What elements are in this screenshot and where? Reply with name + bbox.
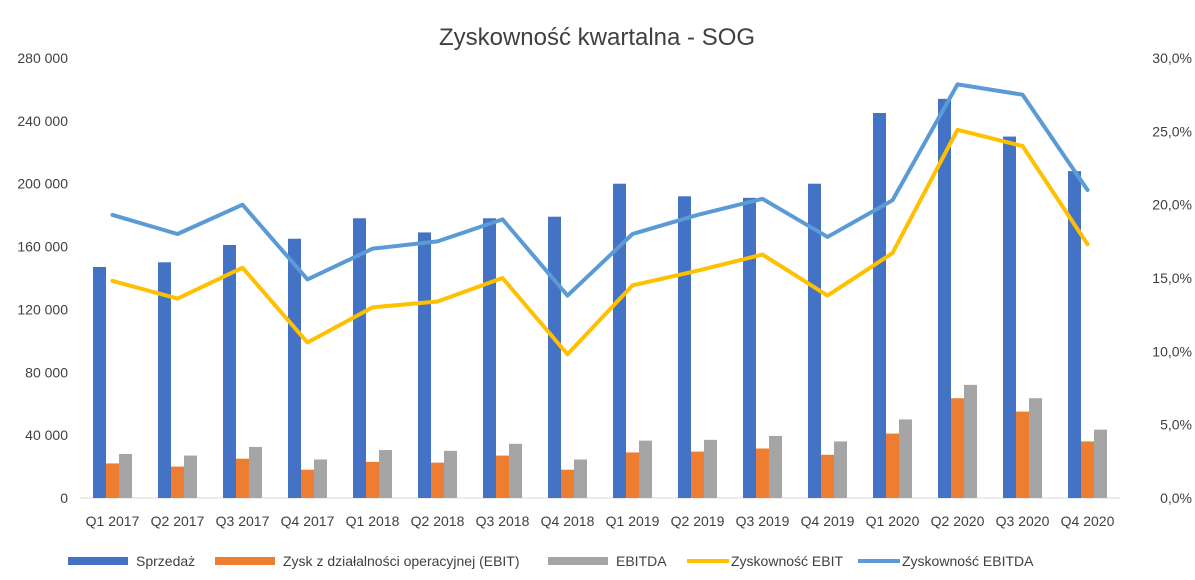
legend-label: Sprzedaż bbox=[136, 553, 195, 569]
legend-swatch bbox=[548, 557, 608, 565]
x-tick-label: Q2 2019 bbox=[671, 513, 725, 529]
x-tick-label: Q3 2017 bbox=[216, 513, 270, 529]
y-tick-label: 120 000 bbox=[17, 301, 68, 317]
bar bbox=[366, 461, 379, 498]
y-tick-label: 0 bbox=[60, 490, 68, 506]
y-tick-label: 200 000 bbox=[17, 176, 68, 192]
chart-title: Zyskowność kwartalna - SOG bbox=[439, 24, 755, 51]
bar bbox=[1094, 429, 1107, 498]
y-axis-left: 0 40 000 80 000 120 000 160 000 200 000 240 00… bbox=[17, 50, 68, 506]
x-tick-label: Q3 2019 bbox=[736, 513, 790, 529]
bar bbox=[496, 455, 509, 498]
bar bbox=[184, 455, 197, 498]
y-tick-label: 40 000 bbox=[25, 427, 68, 443]
bar bbox=[236, 458, 249, 498]
bar bbox=[1081, 441, 1094, 498]
y2-tick-label: 5,0% bbox=[1160, 417, 1192, 433]
x-tick-label: Q1 2017 bbox=[86, 513, 140, 529]
bar bbox=[639, 440, 652, 498]
bar bbox=[483, 218, 496, 499]
x-tick-label: Q1 2020 bbox=[866, 513, 920, 529]
bar bbox=[223, 245, 236, 498]
legend-label: EBITDA bbox=[616, 553, 667, 569]
y-tick-label: 240 000 bbox=[17, 113, 68, 129]
bar bbox=[886, 433, 899, 498]
bar bbox=[93, 267, 106, 498]
bar bbox=[769, 435, 782, 498]
bar bbox=[743, 197, 756, 498]
bar bbox=[1068, 171, 1081, 498]
bar bbox=[626, 452, 639, 498]
x-tick-label: Q1 2018 bbox=[346, 513, 400, 529]
bar bbox=[613, 183, 626, 498]
bar bbox=[561, 469, 574, 498]
bar bbox=[301, 469, 314, 498]
bar bbox=[171, 466, 184, 498]
bar bbox=[899, 419, 912, 498]
bar bbox=[288, 238, 301, 498]
x-tick-label: Q4 2019 bbox=[801, 513, 855, 529]
legend-label: Zyskowność EBIT bbox=[731, 553, 843, 569]
bars-layer bbox=[93, 98, 1107, 499]
bar bbox=[1003, 136, 1016, 499]
y2-tick-label: 20,0% bbox=[1152, 197, 1192, 213]
bar bbox=[249, 446, 262, 498]
series-line bbox=[110, 82, 1090, 298]
bar bbox=[834, 441, 847, 498]
bar bbox=[158, 262, 171, 498]
bar bbox=[1016, 411, 1029, 498]
x-tick-label: Q2 2017 bbox=[151, 513, 205, 529]
bar bbox=[678, 196, 691, 499]
bar bbox=[574, 459, 587, 498]
bar bbox=[314, 459, 327, 498]
x-tick-label: Q3 2018 bbox=[476, 513, 530, 529]
legend-swatch bbox=[215, 557, 275, 565]
y2-tick-label: 25,0% bbox=[1152, 123, 1192, 139]
x-tick-label: Q4 2018 bbox=[541, 513, 595, 529]
bar bbox=[106, 463, 119, 498]
bar bbox=[873, 113, 886, 498]
bar bbox=[964, 384, 977, 498]
legend-label: Zysk z działalności operacyjnej (EBIT) bbox=[283, 553, 520, 569]
bar bbox=[808, 183, 821, 498]
bar bbox=[1029, 398, 1042, 498]
x-tick-label: Q2 2020 bbox=[931, 513, 985, 529]
lines-layer bbox=[110, 82, 1090, 357]
bar bbox=[431, 462, 444, 498]
bar bbox=[379, 450, 392, 498]
bar bbox=[509, 443, 522, 498]
x-tick-label: Q4 2017 bbox=[281, 513, 335, 529]
bar bbox=[704, 439, 717, 498]
series-line bbox=[110, 127, 1090, 357]
bar bbox=[691, 451, 704, 498]
legend-swatch bbox=[68, 557, 128, 565]
x-tick-label: Q4 2020 bbox=[1061, 513, 1115, 529]
bar bbox=[756, 448, 769, 498]
y-tick-label: 80 000 bbox=[25, 364, 68, 380]
bar bbox=[119, 454, 132, 498]
y2-tick-label: 15,0% bbox=[1152, 270, 1192, 286]
y2-tick-label: 0,0% bbox=[1160, 490, 1192, 506]
x-tick-label: Q3 2020 bbox=[996, 513, 1050, 529]
y-tick-label: 160 000 bbox=[17, 239, 68, 255]
bar bbox=[821, 454, 834, 498]
bar bbox=[951, 398, 964, 498]
bar bbox=[938, 98, 951, 498]
bar bbox=[418, 232, 431, 498]
legend: Sprzedaż Zysk z działalności operacyjnej … bbox=[68, 553, 1034, 569]
y2-tick-label: 10,0% bbox=[1152, 343, 1192, 359]
y2-tick-label: 30,0% bbox=[1152, 50, 1192, 66]
y-tick-label: 280 000 bbox=[17, 50, 68, 66]
x-tick-label: Q1 2019 bbox=[606, 513, 660, 529]
y-axis-right: 0,0% 5,0% 10,0% 15,0% 20,0% 25,0% 30,0% bbox=[1152, 50, 1192, 506]
x-axis: Q1 2017 Q2 2017 Q3 2017 Q4 2017 Q1 2018 Q2 20… bbox=[86, 513, 1115, 529]
bar bbox=[444, 450, 457, 498]
bar bbox=[353, 218, 366, 499]
x-tick-label: Q2 2018 bbox=[411, 513, 465, 529]
bar bbox=[548, 216, 561, 498]
legend-label: Zyskowność EBITDA bbox=[902, 553, 1034, 569]
